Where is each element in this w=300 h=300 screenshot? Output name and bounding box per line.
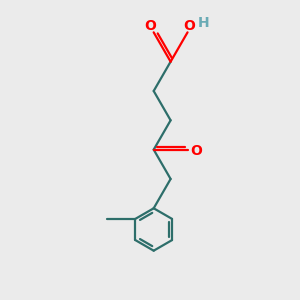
Text: O: O xyxy=(144,19,156,33)
Text: H: H xyxy=(198,16,209,30)
Text: O: O xyxy=(184,19,196,33)
Text: O: O xyxy=(190,144,202,158)
